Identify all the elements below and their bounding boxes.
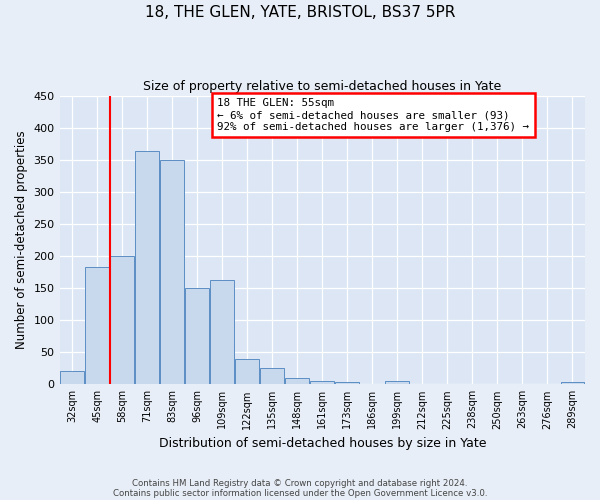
Bar [286, 378, 309, 384]
Bar [185, 288, 209, 384]
Bar [235, 358, 259, 384]
Y-axis label: Number of semi-detached properties: Number of semi-detached properties [15, 130, 28, 349]
Bar [560, 382, 584, 384]
X-axis label: Distribution of semi-detached houses by size in Yate: Distribution of semi-detached houses by … [158, 437, 486, 450]
Bar [385, 381, 409, 384]
Bar [135, 152, 159, 384]
Title: Size of property relative to semi-detached houses in Yate: Size of property relative to semi-detach… [143, 80, 502, 93]
Bar [110, 256, 134, 384]
Text: Contains public sector information licensed under the Open Government Licence v3: Contains public sector information licen… [113, 488, 487, 498]
Bar [310, 381, 334, 384]
Bar [260, 368, 284, 384]
Text: 18, THE GLEN, YATE, BRISTOL, BS37 5PR: 18, THE GLEN, YATE, BRISTOL, BS37 5PR [145, 5, 455, 20]
Text: 18 THE GLEN: 55sqm
← 6% of semi-detached houses are smaller (93)
92% of semi-det: 18 THE GLEN: 55sqm ← 6% of semi-detached… [217, 98, 529, 132]
Bar [160, 160, 184, 384]
Text: Contains HM Land Registry data © Crown copyright and database right 2024.: Contains HM Land Registry data © Crown c… [132, 478, 468, 488]
Bar [210, 280, 234, 384]
Bar [85, 267, 109, 384]
Bar [60, 372, 84, 384]
Bar [335, 382, 359, 384]
